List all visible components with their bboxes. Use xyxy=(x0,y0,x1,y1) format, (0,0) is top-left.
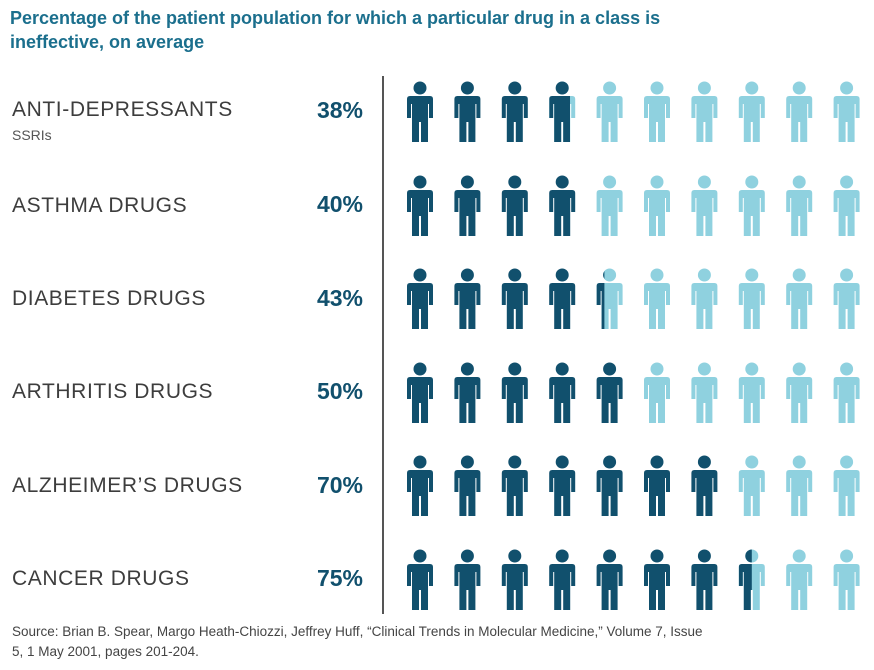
person-icon-asthma-drugs-1 xyxy=(407,175,433,236)
person-icon-diabetes-drugs-5 xyxy=(596,268,623,329)
source-note: Source: Brian B. Spear, Margo Heath-Chio… xyxy=(12,624,703,659)
person-icon-arthritis-drugs-10 xyxy=(833,362,860,423)
person-icon-anti-depressants-2 xyxy=(454,81,481,142)
person-icon-arthritis-drugs-7 xyxy=(691,362,718,423)
person-icon-asthma-drugs-10 xyxy=(833,175,860,236)
row-label-antidepressants: ANTI-DEPRESSANTS xyxy=(12,98,233,121)
person-icon-arthritis-drugs-5 xyxy=(596,362,623,423)
pct-alzheimers: 70% xyxy=(316,472,363,498)
person-icon-diabetes-drugs-8 xyxy=(738,268,765,329)
person-icon-diabetes-drugs-9 xyxy=(786,268,813,329)
person-icon-alzheimer-s-drugs-1 xyxy=(407,455,433,516)
person-icon-anti-depressants-9 xyxy=(786,81,813,142)
person-icon-diabetes-drugs-2 xyxy=(454,268,481,329)
person-icon-cancer-drugs-7 xyxy=(691,549,718,610)
person-icon-anti-depressants-10 xyxy=(833,81,860,142)
person-icon-asthma-drugs-4 xyxy=(549,175,576,236)
person-icon-asthma-drugs-2 xyxy=(454,175,481,236)
person-icon-asthma-drugs-7 xyxy=(691,175,718,236)
pct-diabetes: 43% xyxy=(316,285,363,311)
person-icon-diabetes-drugs-1 xyxy=(407,268,433,329)
person-icon-anti-depressants-3 xyxy=(501,81,528,142)
person-icon-alzheimer-s-drugs-5 xyxy=(596,455,623,516)
person-icon-alzheimer-s-drugs-2 xyxy=(454,455,481,516)
person-icon-alzheimer-s-drugs-10 xyxy=(833,455,860,516)
person-icon-anti-depressants-4 xyxy=(549,81,576,142)
row-label-alzheimers: ALZHEIMER’S DRUGS xyxy=(12,474,243,497)
person-icon-arthritis-drugs-2 xyxy=(454,362,481,423)
person-icon-diabetes-drugs-3 xyxy=(501,268,528,329)
person-icon-diabetes-drugs-10 xyxy=(833,268,860,329)
person-icon-cancer-drugs-4 xyxy=(549,549,576,610)
pct-antidepressants: 38% xyxy=(316,97,363,123)
person-icon-cancer-drugs-9 xyxy=(786,549,813,610)
person-icon-arthritis-drugs-4 xyxy=(549,362,576,423)
person-icon-cancer-drugs-2 xyxy=(454,549,481,610)
person-icon-alzheimer-s-drugs-7 xyxy=(691,455,718,516)
chart-title: Percentage of the patient population for… xyxy=(10,8,661,52)
vertical-divider xyxy=(382,76,384,614)
person-icon-diabetes-drugs-4 xyxy=(549,268,576,329)
person-icon-cancer-drugs-5 xyxy=(596,549,623,610)
row-label-arthritis: ARTHRITIS DRUGS xyxy=(12,380,214,403)
person-icon-asthma-drugs-6 xyxy=(644,175,670,236)
person-icon-arthritis-drugs-6 xyxy=(644,362,670,423)
person-icon-arthritis-drugs-8 xyxy=(738,362,765,423)
row-label-asthma: ASTHMA DRUGS xyxy=(12,194,188,217)
person-icon-cancer-drugs-6 xyxy=(644,549,670,610)
person-icon-arthritis-drugs-3 xyxy=(501,362,528,423)
row-label-cancer: CANCER DRUGS xyxy=(12,567,190,590)
person-icon-anti-depressants-6 xyxy=(644,81,670,142)
person-icon-alzheimer-s-drugs-8 xyxy=(738,455,765,516)
person-icon-arthritis-drugs-1 xyxy=(407,362,433,423)
person-icon-asthma-drugs-9 xyxy=(786,175,813,236)
person-icon-anti-depressants-7 xyxy=(691,81,718,142)
person-icon-diabetes-drugs-6 xyxy=(644,268,670,329)
person-icon-arthritis-drugs-9 xyxy=(786,362,813,423)
person-icon-anti-depressants-1 xyxy=(407,81,433,142)
person-icon-anti-depressants-8 xyxy=(738,81,765,142)
person-icon-anti-depressants-5 xyxy=(596,81,623,142)
person-icon-asthma-drugs-8 xyxy=(738,175,765,236)
row-sublabel-ssris: SSRIs xyxy=(12,127,52,143)
pct-arthritis: 50% xyxy=(316,378,363,404)
person-icon-asthma-drugs-3 xyxy=(501,175,528,236)
person-icon-asthma-drugs-5 xyxy=(596,175,623,236)
pct-cancer: 75% xyxy=(316,565,363,591)
person-icon-alzheimer-s-drugs-4 xyxy=(549,455,576,516)
person-icon-cancer-drugs-1 xyxy=(407,549,433,610)
pct-asthma: 40% xyxy=(316,191,363,217)
row-label-diabetes: DIABETES DRUGS xyxy=(12,287,206,310)
person-icon-diabetes-drugs-7 xyxy=(691,268,718,329)
person-icon-cancer-drugs-8 xyxy=(738,549,765,610)
person-icon-alzheimer-s-drugs-3 xyxy=(501,455,528,516)
person-icon-alzheimer-s-drugs-9 xyxy=(786,455,813,516)
person-icon-cancer-drugs-10 xyxy=(833,549,860,610)
person-icon-cancer-drugs-3 xyxy=(501,549,528,610)
person-icon-alzheimer-s-drugs-6 xyxy=(644,455,670,516)
pictogram-chart xyxy=(407,81,860,610)
